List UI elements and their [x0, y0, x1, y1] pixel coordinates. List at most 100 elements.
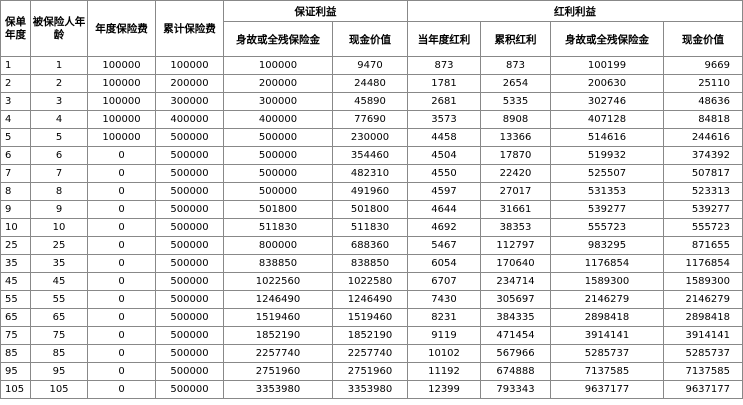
table-cell: 234714 — [480, 272, 551, 291]
table-cell: 500000 — [155, 236, 224, 255]
table-row: 45 45 0 500000 1022560 1022580 6707 234714 15893… — [0, 272, 743, 291]
table-cell: 1022560 — [223, 272, 333, 291]
table-cell: 27017 — [480, 182, 551, 201]
table-cell: 77690 — [332, 110, 408, 129]
table-cell: 45 — [30, 272, 88, 291]
table-cell: 500000 — [155, 128, 224, 147]
table-cell: 354460 — [332, 146, 408, 165]
table-cell: 84818 — [663, 110, 743, 129]
table-cell: 100000 — [87, 110, 156, 129]
table-cell: 9 — [30, 200, 88, 219]
table-cell: 1519460 — [332, 308, 408, 327]
table-cell: 105 — [0, 380, 31, 399]
table-cell: 55 — [0, 290, 31, 309]
table-cell: 8908 — [480, 110, 551, 129]
table-cell: 500000 — [155, 344, 224, 363]
table-cell: 9 — [0, 200, 31, 219]
table-cell: 500000 — [223, 146, 333, 165]
table-cell: 0 — [87, 272, 156, 291]
table-cell: 5 — [0, 128, 31, 147]
table-cell: 3353980 — [223, 380, 333, 399]
group-header: 保证利益 — [223, 0, 408, 22]
table-cell: 400000 — [223, 110, 333, 129]
table-cell: 95 — [0, 362, 31, 381]
table-cell: 407128 — [550, 110, 664, 129]
table-cell: 10 — [30, 218, 88, 237]
header-cell: 年度保险费 — [87, 0, 156, 57]
table-cell: 0 — [87, 236, 156, 255]
table-cell: 9470 — [332, 56, 408, 75]
table-row: 95 95 0 500000 2751960 2751960 11192 674888 7137… — [0, 362, 743, 381]
table-cell: 688360 — [332, 236, 408, 255]
table-cell: 6 — [30, 146, 88, 165]
table-cell: 500000 — [155, 326, 224, 345]
table-cell: 519932 — [550, 146, 664, 165]
table-cell: 0 — [87, 182, 156, 201]
table-cell: 1589300 — [663, 272, 743, 291]
table-cell: 567966 — [480, 344, 551, 363]
table-cell: 500000 — [155, 290, 224, 309]
table-cell: 2681 — [407, 92, 481, 111]
table-cell: 300000 — [155, 92, 224, 111]
table-cell: 22420 — [480, 164, 551, 183]
table-cell: 100000 — [223, 56, 333, 75]
table-cell: 384335 — [480, 308, 551, 327]
table-cell: 793343 — [480, 380, 551, 399]
table-cell: 5285737 — [550, 344, 664, 363]
table-cell: 400000 — [155, 110, 224, 129]
table-cell: 13366 — [480, 128, 551, 147]
table-cell: 45 — [0, 272, 31, 291]
table-cell: 838850 — [223, 254, 333, 273]
table-cell: 4504 — [407, 146, 481, 165]
table-cell: 7430 — [407, 290, 481, 309]
table-cell: 85 — [30, 344, 88, 363]
table-cell: 75 — [0, 326, 31, 345]
header-cell: 保单年度 — [0, 0, 31, 57]
table-body: 1 1 100000 100000 100000 9470 873 873 100199 9669… — [0, 56, 743, 399]
header-cell: 被保险人年龄 — [30, 0, 88, 57]
table-row: 6 6 0 500000 500000 354460 4504 17870 519932 3743… — [0, 146, 743, 165]
table-cell: 3353980 — [332, 380, 408, 399]
table-row: 5 5 100000 500000 500000 230000 4458 13366 51461… — [0, 128, 743, 147]
table-cell: 200000 — [223, 74, 333, 93]
table-cell: 1246490 — [332, 290, 408, 309]
table-cell: 500000 — [155, 218, 224, 237]
table-cell: 112797 — [480, 236, 551, 255]
table-cell: 501800 — [223, 200, 333, 219]
table-cell: 555723 — [550, 218, 664, 237]
table-cell: 511830 — [332, 218, 408, 237]
table-cell: 11192 — [407, 362, 481, 381]
table-cell: 9637177 — [550, 380, 664, 399]
table-cell: 5467 — [407, 236, 481, 255]
table-cell: 8 — [0, 182, 31, 201]
table-cell: 17870 — [480, 146, 551, 165]
table-cell: 100000 — [87, 92, 156, 111]
table-cell: 9637177 — [663, 380, 743, 399]
table-cell: 1246490 — [223, 290, 333, 309]
table-cell: 244616 — [663, 128, 743, 147]
table-cell: 491960 — [332, 182, 408, 201]
table-cell: 500000 — [155, 200, 224, 219]
table-cell: 1852190 — [223, 326, 333, 345]
table-cell: 10102 — [407, 344, 481, 363]
table-cell: 514616 — [550, 128, 664, 147]
table-cell: 7 — [0, 164, 31, 183]
table-cell: 35 — [0, 254, 31, 273]
table-row: 85 85 0 500000 2257740 2257740 10102 567966 5285… — [0, 344, 743, 363]
table-cell: 6707 — [407, 272, 481, 291]
table-cell: 100199 — [550, 56, 664, 75]
table-cell: 200630 — [550, 74, 664, 93]
table-row: 7 7 0 500000 500000 482310 4550 22420 525507 5078… — [0, 164, 743, 183]
table-cell: 3914141 — [550, 326, 664, 345]
table-cell: 1 — [30, 56, 88, 75]
table-cell: 0 — [87, 308, 156, 327]
table-cell: 0 — [87, 362, 156, 381]
table-cell: 0 — [87, 380, 156, 399]
table-cell: 25 — [0, 236, 31, 255]
table-cell: 482310 — [332, 164, 408, 183]
table-cell: 1 — [0, 56, 31, 75]
table-cell: 674888 — [480, 362, 551, 381]
table-cell: 500000 — [155, 182, 224, 201]
table-cell: 302746 — [550, 92, 664, 111]
